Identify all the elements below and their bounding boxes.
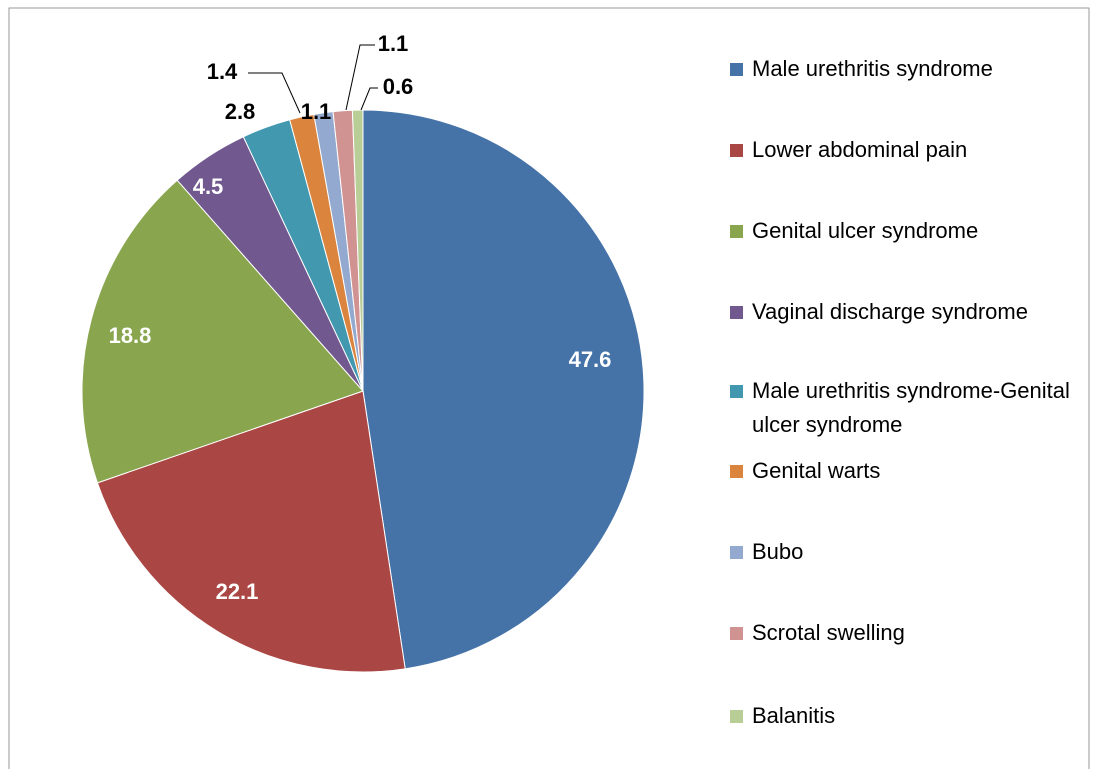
legend-item: Vaginal discharge syndrome — [730, 295, 1070, 329]
leader-line — [345, 44, 375, 111]
legend-swatch — [730, 144, 743, 157]
legend-item: Bubo — [730, 535, 1070, 569]
legend-swatch — [730, 710, 743, 723]
legend-swatch — [730, 63, 743, 76]
legend-label: Scrotal swelling — [752, 620, 905, 645]
legend-label: Male urethritis syndrome-Genital ulcer s… — [752, 378, 1070, 437]
legend-item: Genital ulcer syndrome — [730, 214, 1070, 248]
data-label: 1.1 — [301, 99, 332, 124]
legend-label: Genital ulcer syndrome — [752, 218, 979, 243]
legend-swatch — [730, 627, 743, 640]
legend-label: Genital warts — [752, 458, 881, 483]
legend-label: Lower abdominal pain — [752, 137, 968, 162]
leader-line — [248, 72, 301, 114]
frame — [8, 7, 1090, 769]
legend-item: Male urethritis syndrome-Genital ulcer s… — [730, 374, 1070, 442]
data-label: 0.6 — [383, 74, 414, 99]
legend-item: Male urethritis syndrome — [730, 52, 1070, 86]
legend-label: Male urethritis syndrome — [752, 56, 993, 81]
legend-item: Lower abdominal pain — [730, 133, 1070, 167]
data-label: 2.8 — [225, 99, 256, 124]
pie-slice — [96, 390, 406, 673]
legend-item: Balanitis — [730, 699, 1070, 733]
legend-swatch — [730, 465, 743, 478]
pie-slice — [81, 179, 364, 484]
leader-line — [360, 87, 378, 111]
data-label: 1.4 — [207, 59, 238, 84]
legend-item: Scrotal swelling — [730, 616, 1070, 650]
pie-slice — [362, 109, 645, 670]
legend-label: Vaginal discharge syndrome — [752, 299, 1028, 324]
legend-label: Bubo — [752, 539, 804, 564]
legend-swatch — [730, 385, 743, 398]
legend-item: Genital warts — [730, 454, 1070, 488]
data-label: 1.1 — [378, 31, 409, 56]
data-label: 18.8 — [109, 323, 152, 348]
legend-swatch — [730, 306, 743, 319]
legend-swatch — [730, 546, 743, 559]
legend-label: Balanitis — [752, 703, 836, 728]
data-label: 4.5 — [193, 174, 224, 199]
legend-swatch — [730, 225, 743, 238]
data-label: 22.1 — [216, 579, 259, 604]
pie-slice — [351, 109, 364, 392]
data-label: 47.6 — [569, 347, 612, 372]
